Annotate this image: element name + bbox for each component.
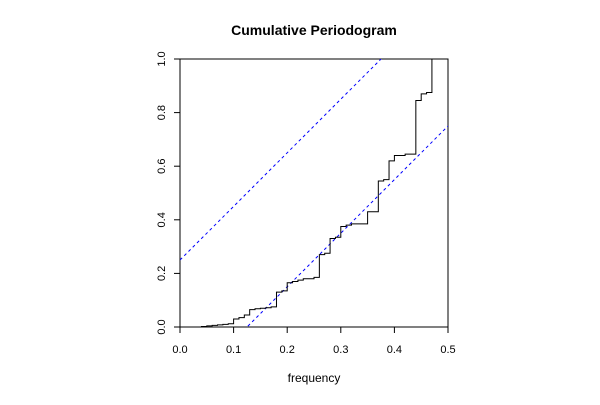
y-tick-label: 0.4 <box>156 212 168 227</box>
x-tick-label: 0.0 <box>172 344 187 356</box>
y-tick-label: 0.0 <box>156 319 168 334</box>
plot-area: 0.0 0.1 0.2 0.3 0.4 0.5 0.0 0.2 0.4 0.6 0.8 1.0 <box>156 0 456 394</box>
x-tick-label: 0.2 <box>280 344 295 356</box>
y-tick-label: 0.2 <box>156 266 168 281</box>
upper-confidence-line <box>180 0 448 260</box>
y-tick-label: 1.0 <box>156 51 168 66</box>
x-tick-label: 0.4 <box>387 344 402 356</box>
x-tick-label: 0.3 <box>333 344 348 356</box>
x-axis-label: frequency <box>288 371 341 385</box>
lower-confidence-line <box>180 126 448 394</box>
x-tick-label: 0.1 <box>226 344 241 356</box>
plot-frame <box>180 59 448 327</box>
y-tick-label: 0.8 <box>156 105 168 120</box>
cumulative-periodogram-line <box>196 59 432 327</box>
chart-title: Cumulative Periodogram <box>231 22 397 38</box>
x-tick-label: 0.5 <box>440 344 455 356</box>
y-tick-label: 0.6 <box>156 159 168 174</box>
